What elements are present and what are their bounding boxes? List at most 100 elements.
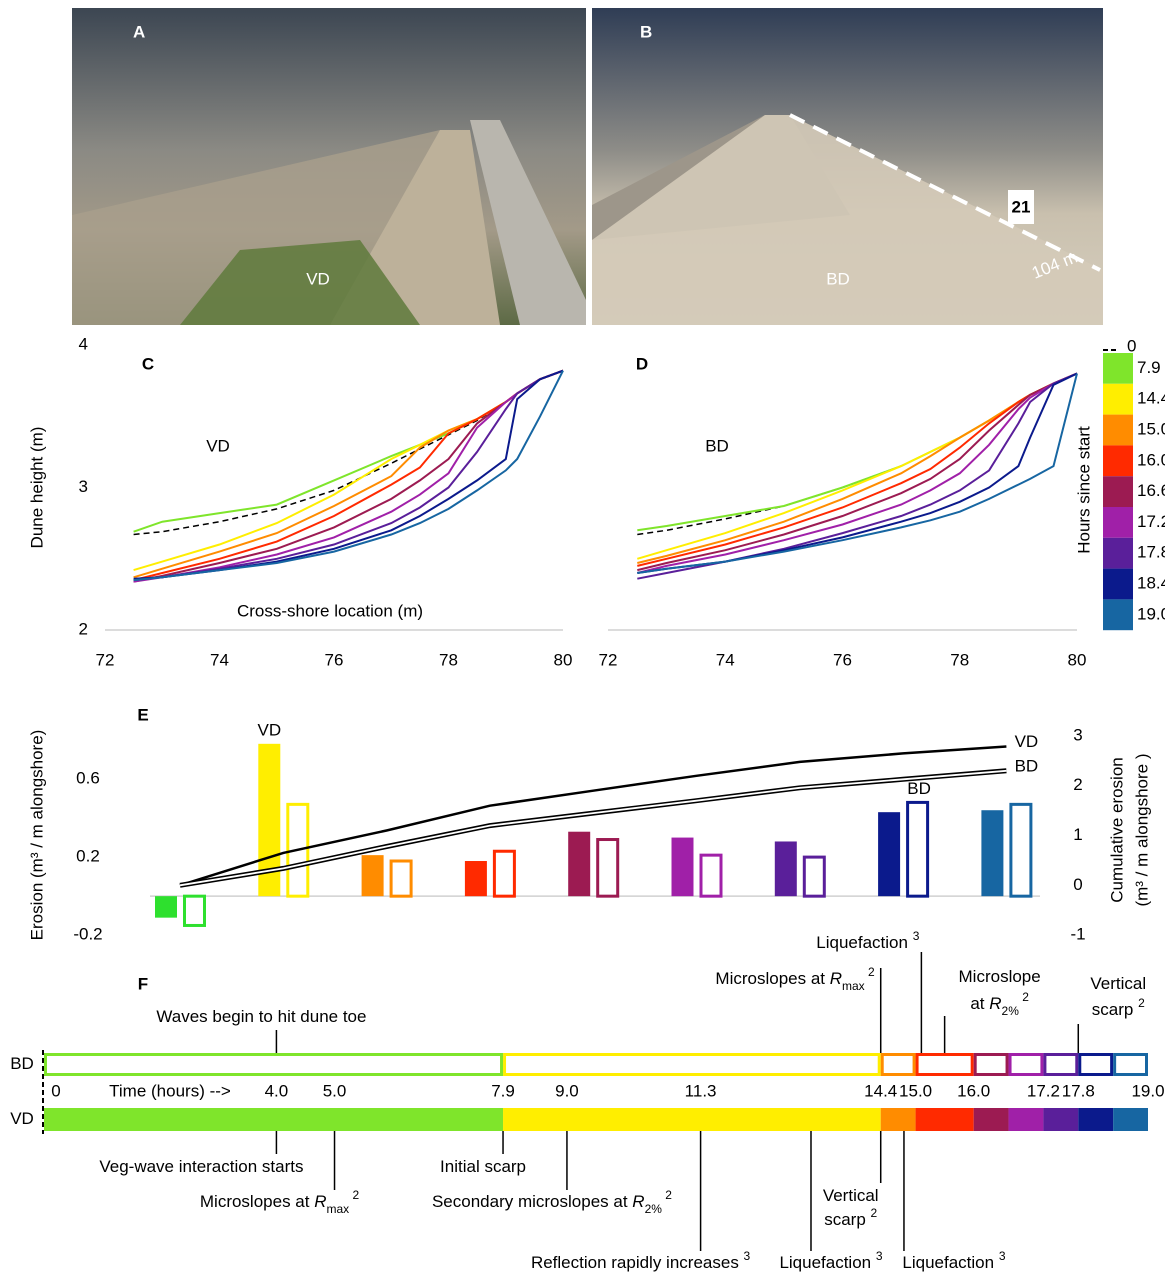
x-tick-label: 76: [833, 650, 852, 669]
colorbar-swatch: [1103, 507, 1133, 538]
profile-line: [637, 372, 1078, 532]
y2-tick-label: 0: [1073, 875, 1082, 894]
profile-line: [637, 373, 1078, 574]
bar: [389, 859, 413, 898]
time-tick-label: 19.0: [1131, 1081, 1164, 1100]
bd-period: [880, 1053, 916, 1076]
sign-text: 21: [1012, 197, 1031, 216]
profile-line: [637, 372, 1078, 574]
x-tick-label: 74: [210, 650, 229, 669]
annotation: Microslope: [959, 967, 1041, 986]
colorbar-swatch: [1103, 537, 1133, 569]
colorbar-tick-label: 19.0: [1137, 604, 1165, 623]
annotation-part: Microslope: [959, 967, 1041, 986]
annotation-part: 2: [871, 1206, 878, 1220]
bd-period: [1113, 1053, 1148, 1076]
y-axis-title: Dune height (m): [27, 427, 46, 549]
x-tick-label: 74: [716, 650, 735, 669]
annotation-part: at: [970, 994, 989, 1013]
y2-axis-title: Cumulative erosion: [1107, 757, 1126, 903]
y2-tick-label: 3: [1073, 725, 1082, 744]
annotation-part: scarp: [1092, 1000, 1138, 1019]
x-axis-title: Cross-shore location (m): [237, 601, 423, 620]
colorbar-swatch: [1103, 445, 1133, 477]
bar: [492, 849, 516, 898]
annotation: Reflection rapidly increases 3: [531, 1249, 751, 1272]
annotation-part: R: [989, 994, 1001, 1013]
annotation: Secondary microslopes at R2% 2: [432, 1188, 672, 1216]
y-tick-label: -0.2: [73, 925, 102, 944]
y2-tick-label: 2: [1073, 775, 1082, 794]
x-tick-label: 78: [950, 650, 969, 669]
time-tick-label: 4.0: [265, 1081, 289, 1100]
annotation-part: R: [314, 1192, 326, 1211]
colorbar-tick-label: 18.4: [1137, 573, 1165, 592]
bd-period: [44, 1053, 504, 1076]
annotation: Vertical: [823, 1186, 879, 1205]
y-tick-label: 0.2: [76, 847, 100, 866]
annotation-part: Liquefaction: [902, 1253, 998, 1272]
y2-axis-title: (m³ / m alongshore ): [1132, 753, 1151, 906]
y2-tick-label: 1: [1073, 825, 1082, 844]
annotation: Liquefaction 3: [816, 929, 919, 952]
y-tick-label: 2: [79, 619, 88, 638]
profile-line: [133, 369, 564, 536]
y-tick-label: 3: [79, 477, 88, 496]
row-label: BD: [10, 1054, 34, 1073]
bd-period: [1008, 1053, 1044, 1076]
profile-line: [637, 372, 1078, 580]
bar: [1009, 802, 1033, 898]
profile-line: [637, 372, 1078, 560]
colorbar-swatch: [1103, 599, 1133, 631]
annotation: Liquefaction 3: [779, 1249, 882, 1272]
time-axis-title: Time (hours) -->: [109, 1081, 231, 1100]
profile-line: [637, 372, 1078, 574]
bar: [596, 838, 620, 898]
vd-period: [1043, 1108, 1079, 1131]
annotation-part: Liquefaction: [816, 933, 912, 952]
vd-period: [1008, 1108, 1044, 1131]
time-tick-label: 0: [51, 1081, 60, 1100]
annotation: Microslopes at Rmax 2: [200, 1188, 360, 1216]
series-label: BD: [907, 779, 931, 798]
series-label: BD: [1015, 756, 1039, 775]
annotation: scarp 2: [824, 1206, 877, 1229]
vd-period: [503, 1108, 881, 1131]
time-tick-label: 16.0: [957, 1081, 990, 1100]
time-tick-label: 9.0: [555, 1081, 579, 1100]
colorbar-swatch: [1103, 353, 1133, 384]
annotation-part: Waves begin to hit dune toe: [156, 1007, 366, 1026]
annotation-part: 3: [876, 1249, 883, 1263]
colorbar-swatch: [1103, 568, 1133, 600]
bar: [802, 855, 826, 898]
bd-period: [1078, 1053, 1114, 1076]
annotation-part: Initial scarp: [440, 1157, 526, 1176]
bar: [699, 853, 723, 898]
colorbar-tick-label: 15.0: [1137, 419, 1165, 438]
annotation-part: 3: [999, 1249, 1006, 1263]
bd-period: [503, 1053, 881, 1076]
time-tick-label: 11.3: [685, 1081, 717, 1100]
colorbar-tick-label: 7.9: [1137, 358, 1161, 377]
bar: [464, 861, 487, 897]
x-tick-label: 80: [1068, 650, 1087, 669]
annotation-part: R: [632, 1192, 644, 1211]
bar: [774, 841, 797, 897]
annotation-part: 2%: [1002, 1004, 1020, 1018]
time-tick-label: 7.9: [491, 1081, 515, 1100]
colorbar-tick-label: 14.4: [1137, 389, 1165, 408]
colorbar-swatch: [1103, 476, 1133, 507]
annotation: Liquefaction 3: [902, 1249, 1005, 1272]
annotation-part: max: [842, 979, 865, 993]
x-tick-label: 78: [439, 650, 458, 669]
chart-label: BD: [705, 436, 729, 455]
colorbar-tick-label: 17.2: [1137, 512, 1165, 531]
annotation: scarp 2: [1092, 996, 1145, 1019]
annotation: Microslopes at Rmax 2: [715, 965, 875, 993]
annotation-part: 3: [744, 1249, 751, 1263]
panel-label: A: [133, 22, 145, 41]
bar: [671, 837, 694, 897]
vd-period: [1078, 1108, 1114, 1131]
bar: [981, 810, 1004, 897]
